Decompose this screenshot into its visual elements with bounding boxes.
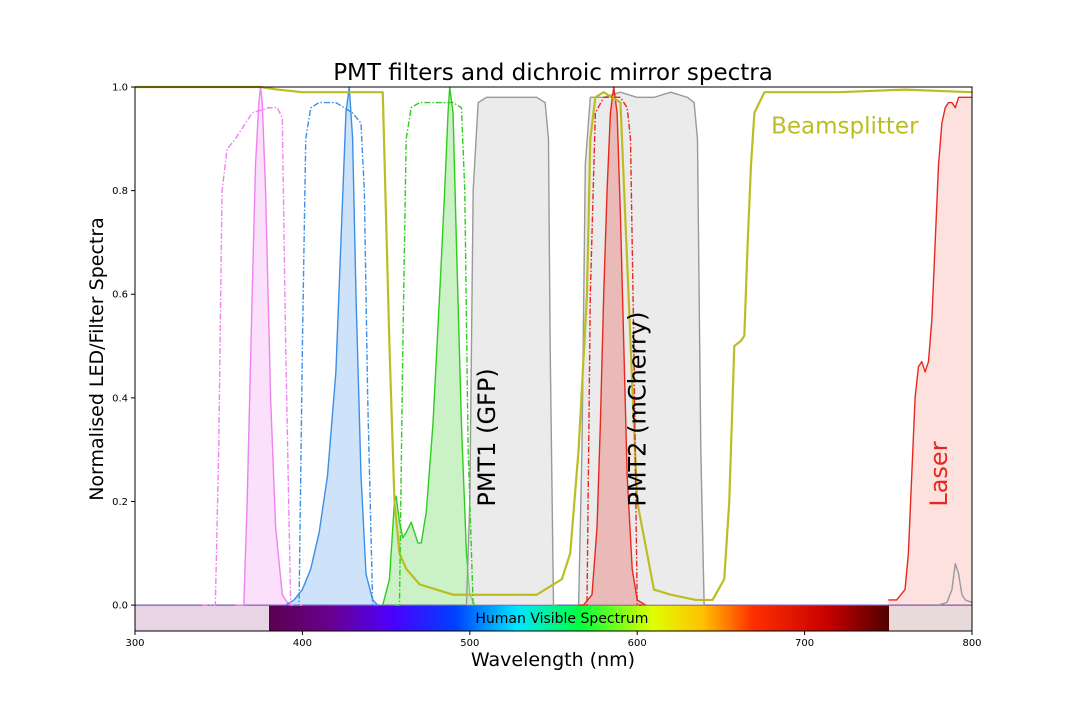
x-tick-label: 300 <box>125 638 144 649</box>
pmt2-filter-fill <box>578 92 705 606</box>
y-tick-label: 1.0 <box>112 83 128 94</box>
blue-filter-line <box>294 101 378 606</box>
x-tick-label: 600 <box>628 638 647 649</box>
series-layer <box>135 85 973 606</box>
plot-area <box>135 87 972 631</box>
y-tick-label: 0.8 <box>112 186 128 197</box>
uv-band <box>135 605 269 631</box>
laser-fill <box>888 97 972 606</box>
y-tick-label: 0.0 <box>112 601 128 612</box>
laser-label: Laser <box>925 441 953 506</box>
visible-spectrum-band <box>269 605 889 631</box>
green-filter-line <box>394 101 479 606</box>
y-tick-label: 0.2 <box>112 497 128 508</box>
x-axis-label: Wavelength (nm) <box>471 649 635 671</box>
y-axis: 0.0 0.2 0.4 0.6 0.8 1.0 <box>112 83 135 612</box>
beamsplitter-line <box>135 85 973 602</box>
pmt2-label: PMT2 (mCherry) <box>624 312 652 507</box>
x-axis: 300 400 500 600 700 800 <box>125 631 982 649</box>
pmt1-label: PMT1 (GFP) <box>473 368 501 506</box>
pmt1-filter-line <box>465 96 557 606</box>
x-tick-label: 400 <box>293 638 312 649</box>
x-tick-label: 500 <box>460 638 479 649</box>
green-led-fill <box>382 87 475 606</box>
plot-frame <box>134 86 973 632</box>
beamsplitter-label: Beamsplitter <box>771 114 919 140</box>
y-axis-label: Normalised LED/Filter Spectra <box>86 217 108 501</box>
pmt1-filter-fill <box>466 97 557 606</box>
laser-pmt-peak-line <box>938 562 973 606</box>
y-tick-label: 0.6 <box>112 290 128 301</box>
y-tick-label: 0.4 <box>112 393 128 404</box>
violet-filter-line <box>201 107 303 606</box>
x-tick-label: 700 <box>795 638 814 649</box>
annotation-layer: Beamsplitter PMT1 (GFP) PMT2 (mCherry) Lase… <box>473 114 953 627</box>
pmt2-filter-line <box>577 91 705 606</box>
red-filter-line <box>578 96 643 606</box>
violet-led-fill <box>235 87 290 606</box>
x-tick-label: 800 <box>962 638 981 649</box>
chart-title: PMT filters and dichroic mirror spectra <box>333 60 773 86</box>
blue-led-fill <box>285 87 378 606</box>
visible-label: Human Visible Spectrum <box>475 611 648 627</box>
ir-band <box>889 605 972 631</box>
green-led-line <box>382 86 476 606</box>
blue-led-line <box>285 86 379 606</box>
laser-line <box>888 96 972 601</box>
